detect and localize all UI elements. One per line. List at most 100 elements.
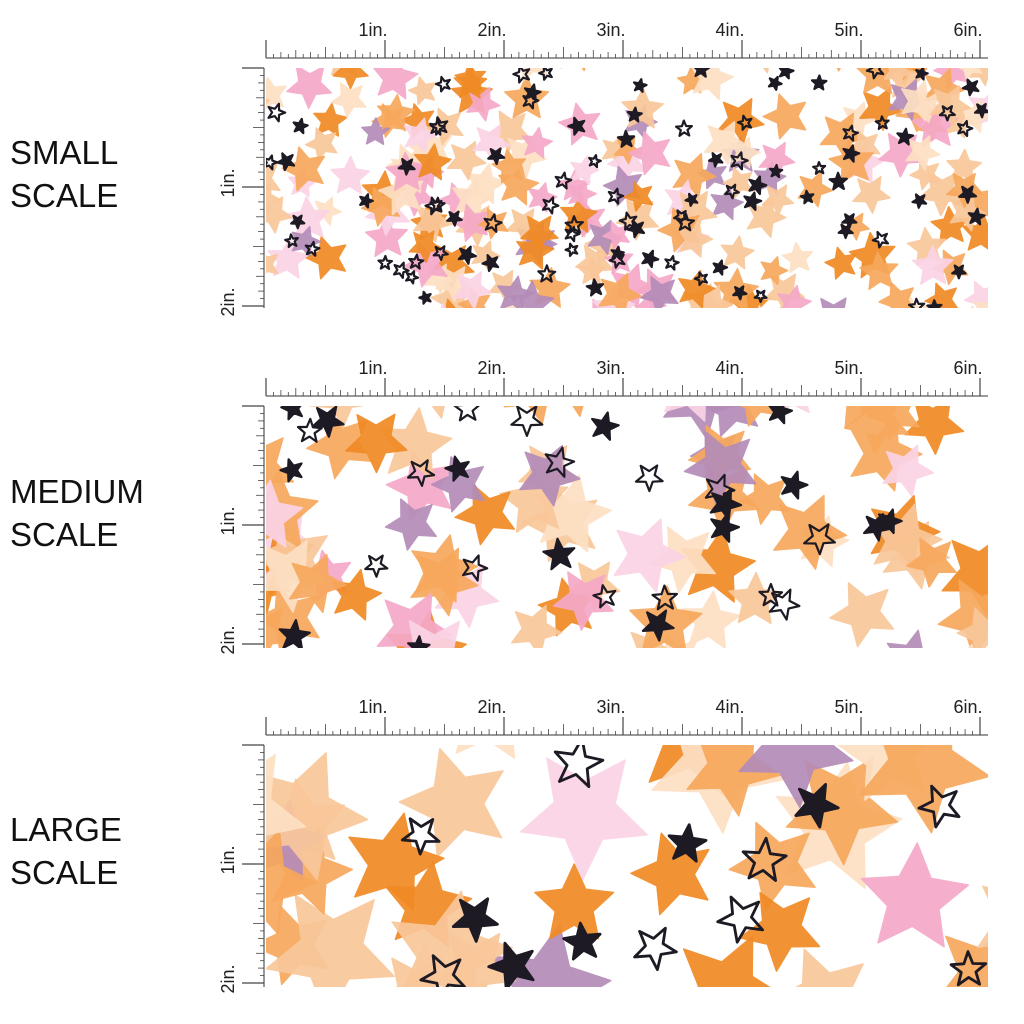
ruler-top-label: 3in. — [596, 697, 625, 717]
pastel-star — [672, 152, 717, 199]
pastel-star — [998, 238, 1024, 268]
small-scale-label-line1: SMALL — [10, 134, 119, 171]
black-doodle-star — [768, 406, 793, 425]
pastel-star — [629, 307, 631, 308]
pastel-star — [414, 143, 452, 181]
black-doodle-star — [311, 406, 345, 438]
black-doodle-star — [651, 584, 678, 611]
black-doodle-star — [434, 75, 451, 93]
black-doodle-star — [591, 411, 620, 441]
pastel-star — [760, 256, 789, 286]
black-doodle-star — [537, 264, 557, 283]
pastel-star — [534, 863, 615, 940]
pastel-star — [836, 68, 841, 72]
black-doodle-star — [712, 259, 729, 276]
pastel-star — [364, 215, 408, 257]
pastel-star — [452, 177, 494, 220]
black-doodle-star — [842, 144, 861, 163]
black-doodle-star — [276, 152, 296, 172]
pastel-star — [613, 518, 686, 593]
pastel-star — [466, 86, 501, 122]
black-doodle-star — [743, 191, 763, 211]
black-doodle-star — [949, 950, 988, 987]
pastel-star — [266, 437, 295, 488]
pastel-star — [521, 126, 554, 159]
pastel-star — [613, 136, 642, 165]
pastel-star — [411, 534, 479, 603]
pastel-star — [454, 484, 515, 546]
black-doodle-star — [483, 213, 503, 233]
pastel-star — [682, 935, 771, 987]
black-doodle-star — [633, 78, 648, 93]
pastel-star — [738, 891, 821, 972]
pastel-star — [330, 155, 371, 195]
pastel-star — [761, 184, 795, 216]
pastel-star — [703, 121, 748, 165]
black-doodle-star — [693, 68, 711, 78]
pastel-star — [281, 146, 326, 192]
pastel-star — [266, 254, 279, 275]
pastel-star — [519, 444, 581, 507]
black-doodle-star — [957, 120, 974, 138]
black-doodle-star — [284, 233, 299, 248]
pastel-star — [304, 236, 347, 280]
pastel-star — [361, 117, 391, 146]
pastel-star — [552, 571, 614, 631]
pastel-star — [266, 76, 287, 109]
black-doodle-star — [553, 745, 605, 789]
ruler-top-label: 6in. — [953, 358, 982, 378]
pastel-star — [860, 842, 970, 948]
pastel-star — [785, 757, 899, 866]
black-doodle-star — [732, 285, 748, 301]
pastel-star — [488, 110, 532, 153]
pastel-star — [757, 305, 762, 308]
pastel-star — [266, 98, 270, 105]
black-doodle-star — [633, 926, 678, 972]
pastel-star — [577, 256, 607, 284]
medium-scale-side-ruler: 1in. 2in. — [218, 405, 265, 655]
black-doodle-star — [684, 192, 699, 207]
pastel-star — [795, 948, 864, 987]
pastel-star — [728, 571, 783, 625]
ruler-top-label: 6in. — [953, 697, 982, 717]
large-scale-side-ruler: 1in. 2in. — [218, 744, 265, 994]
ruler-side-label: 1in. — [218, 506, 238, 535]
medium-scale-label-line1: MEDIUM — [10, 473, 144, 510]
pastel-star — [820, 297, 847, 308]
pastel-star — [398, 747, 504, 858]
small-scale-star-pattern — [266, 68, 1024, 343]
pastel-star — [335, 68, 339, 71]
black-doodle-star — [778, 68, 795, 80]
ruler-top-label: 3in. — [596, 358, 625, 378]
large-scale-label-line1: LARGE — [10, 811, 122, 848]
pastel-star — [332, 68, 369, 90]
pastel-star — [859, 745, 988, 834]
pastel-star — [451, 204, 489, 242]
black-doodle-star — [915, 68, 929, 81]
pastel-star — [904, 406, 965, 455]
black-doodle-star — [865, 68, 885, 80]
black-doodle-star — [641, 609, 675, 642]
pastel-star — [623, 181, 654, 212]
large-scale-star-pattern — [266, 745, 988, 987]
pastel-star — [639, 276, 679, 308]
pastel-star — [969, 305, 974, 308]
black-doodle-star — [693, 271, 709, 287]
black-doodle-star — [481, 254, 500, 273]
black-doodle-star — [564, 225, 581, 243]
black-doodle-star — [828, 171, 848, 191]
black-doodle-star — [973, 102, 988, 119]
pastel-star — [779, 306, 783, 308]
pastel-star — [348, 812, 445, 911]
pastel-star — [520, 215, 559, 253]
ruler-top-label: 1in. — [358, 697, 387, 717]
black-doodle-star — [710, 512, 740, 543]
pastel-star — [680, 527, 756, 603]
medium-scale-star-pattern — [266, 406, 988, 648]
black-doodle-star — [917, 784, 961, 829]
pastel-star — [604, 307, 606, 308]
pastel-star — [987, 304, 1024, 343]
black-doodle-star — [266, 154, 279, 171]
pastel-star — [408, 619, 461, 648]
black-doodle-star — [405, 270, 420, 285]
